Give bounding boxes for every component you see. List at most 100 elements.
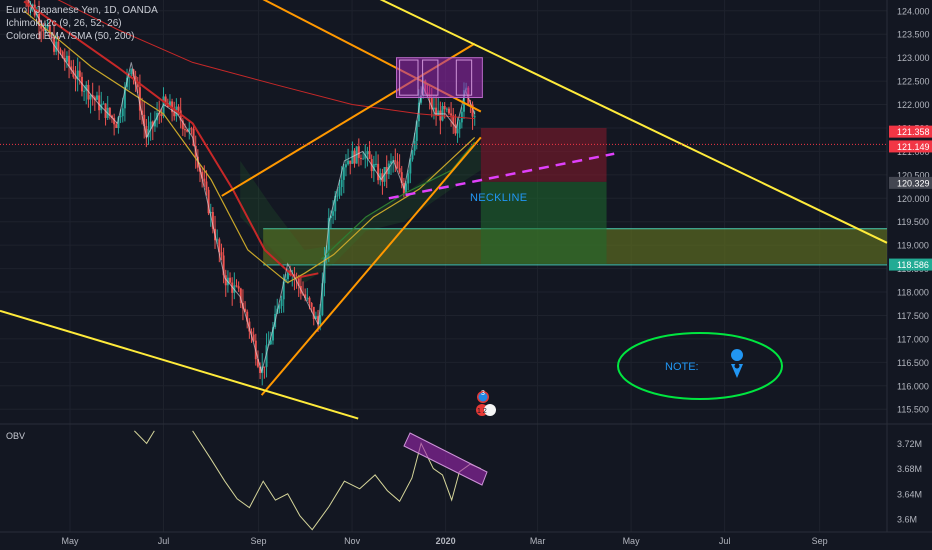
candle-body [85, 84, 88, 91]
candle [38, 0, 41, 40]
candle-body [454, 124, 457, 134]
candle-body [224, 275, 227, 286]
neckline-dashed [388, 152, 615, 200]
candle-body [452, 115, 455, 125]
candle-body [310, 302, 313, 307]
candle [394, 148, 397, 173]
time-tick-label: 2020 [436, 536, 456, 546]
obv-line [192, 430, 481, 531]
candle-body [269, 340, 272, 345]
candle-body [145, 126, 148, 138]
candle-body [74, 76, 77, 80]
candle-body [263, 366, 266, 368]
time-tick-label: Jul [158, 536, 170, 546]
candle [405, 181, 408, 196]
candle-body [329, 215, 332, 219]
event-count: 3 [481, 390, 485, 397]
indicator-ichimoku[interactable]: Ichimoku2c (9, 26, 52, 26) [6, 18, 122, 29]
candle [74, 66, 77, 92]
candle [220, 243, 223, 261]
price-badge [889, 176, 932, 189]
candle-body [357, 146, 360, 158]
candle-body [252, 334, 255, 341]
candle [85, 81, 88, 105]
candle [83, 85, 86, 101]
candle-body [319, 315, 322, 325]
candle [314, 311, 317, 320]
candle-body [432, 107, 435, 110]
indicator-ema-sma[interactable]: Colored EMA /SMA (50, 200) [6, 31, 135, 42]
candle-body [336, 195, 339, 197]
obv-title[interactable]: OBV [6, 431, 26, 441]
candle-body [50, 36, 53, 38]
candle [151, 120, 154, 141]
candle [400, 165, 403, 189]
candle-body [123, 86, 126, 109]
candle-body [222, 255, 225, 276]
candle-body [115, 124, 118, 129]
candle [357, 138, 360, 167]
candle-body [364, 154, 367, 159]
candle-body [441, 105, 444, 121]
candle-body [405, 183, 408, 194]
candle [55, 35, 58, 56]
price-badge-label: 121.149 [897, 142, 930, 152]
candle [452, 107, 455, 134]
candle-body [265, 345, 268, 367]
price-tick-label: 119.500 [897, 217, 929, 227]
candle [368, 141, 371, 160]
time-tick-label: Sep [251, 536, 267, 546]
candle-body [327, 218, 330, 250]
candle-body [394, 160, 397, 162]
candle-body [218, 239, 221, 253]
candle-body [377, 163, 380, 181]
candle-body [89, 95, 92, 100]
candle [149, 112, 152, 141]
candle-body [192, 128, 195, 146]
candle [381, 168, 384, 195]
note-label: NOTE: [665, 361, 699, 373]
candle [145, 119, 148, 148]
candle [244, 301, 247, 313]
candle [383, 166, 386, 187]
note-circle [617, 332, 783, 400]
candle-body [168, 101, 171, 108]
candle-body [229, 277, 232, 283]
candle [437, 96, 440, 116]
candle-body [46, 25, 49, 28]
candle [338, 179, 341, 199]
candle [432, 94, 435, 120]
candle-body [160, 113, 163, 117]
price-badge-label: 121.358 [897, 127, 930, 137]
candle-body [59, 49, 62, 52]
candle-body [237, 286, 240, 289]
candle-body [353, 150, 356, 164]
price-tick-label: 118.000 [897, 288, 929, 298]
candle [65, 51, 68, 68]
event-marker-icon [484, 404, 496, 416]
candle-body [332, 211, 335, 216]
candle [218, 237, 221, 263]
candle-body [284, 279, 287, 282]
candle [387, 160, 390, 179]
time-tick-label: May [623, 536, 641, 546]
candle [108, 107, 111, 120]
candle-body [76, 70, 79, 80]
time-tick-label: May [61, 536, 79, 546]
candle-body [209, 212, 212, 214]
candle-body [248, 321, 251, 332]
candle [231, 277, 234, 306]
candle [392, 156, 395, 173]
candle-body [65, 55, 68, 62]
candle-body [387, 163, 390, 175]
candle [100, 91, 103, 114]
symbol-title[interactable]: Euro / Japanese Yen, 1D, OANDA [6, 5, 158, 16]
candle [379, 168, 382, 186]
candle [188, 121, 191, 140]
candle-body [48, 25, 51, 37]
price-tick-label: 122.000 [897, 100, 930, 110]
candle-body [250, 331, 253, 335]
obv-line-early [134, 430, 155, 445]
